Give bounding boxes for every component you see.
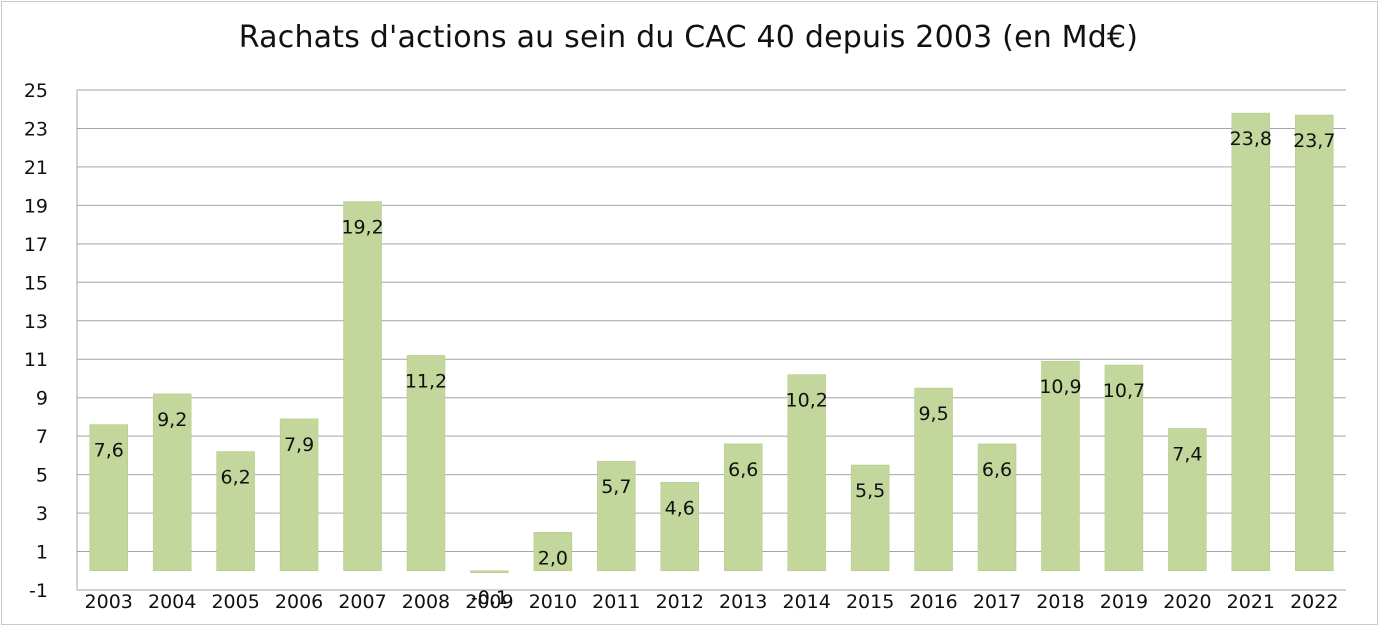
x-tick-label: 2003 <box>85 591 133 613</box>
x-tick-label: 2016 <box>909 591 957 613</box>
x-tick-label: 2018 <box>1036 591 1084 613</box>
y-tick-label: 3 <box>36 503 48 525</box>
y-tick-label: 13 <box>24 311 48 333</box>
x-tick-label: 2008 <box>402 591 450 613</box>
x-tick-label: 2004 <box>148 591 196 613</box>
bar-2004 <box>152 393 192 572</box>
x-tick-label: 2009 <box>465 591 513 613</box>
bar-2007 <box>343 201 382 572</box>
y-tick-label: -1 <box>29 580 48 602</box>
bar-2009 <box>470 570 509 573</box>
bar-2003 <box>89 424 128 572</box>
x-tick-label: 2014 <box>782 591 830 613</box>
x-tick-label: 2005 <box>211 591 259 613</box>
data-label: 11,2 <box>405 370 447 392</box>
x-tick-label: 2006 <box>275 591 323 613</box>
bar-2015 <box>850 464 890 572</box>
bar-2013 <box>723 443 763 572</box>
y-tick-label: 21 <box>24 157 48 179</box>
x-tick-label: 2007 <box>338 591 386 613</box>
x-axis-tick-labels: 2003 2004 2005 2006 2007 2008 2009 2010 2011 2012… <box>85 591 1339 613</box>
data-label: 7,6 <box>94 440 124 462</box>
x-tick-label: 2021 <box>1227 591 1275 613</box>
y-tick-label: 11 <box>24 349 48 371</box>
bar-2022 <box>1295 114 1334 572</box>
data-label: 2,0 <box>538 547 568 569</box>
data-labels: 7,6 9,2 6,2 7,9 19,2 11,2 -0,1 2,0 5,7 4,6 6,6 10,2… <box>94 128 1336 609</box>
y-tick-label: 9 <box>36 388 48 410</box>
y-tick-label: 1 <box>36 542 48 564</box>
y-tick-label: 15 <box>24 272 48 294</box>
bar-2006 <box>279 418 319 572</box>
bar-2011 <box>597 460 636 572</box>
data-label: -0,1 <box>471 587 508 609</box>
x-tick-label: 2010 <box>529 591 577 613</box>
bar-2021 <box>1231 112 1271 572</box>
data-label: 10,7 <box>1103 380 1145 402</box>
data-label: 7,9 <box>284 434 314 456</box>
x-tick-label: 2019 <box>1100 591 1148 613</box>
x-tick-label: 2012 <box>656 591 704 613</box>
y-tick-label: 25 <box>24 80 48 102</box>
bar-2019 <box>1104 364 1144 572</box>
bar-2018 <box>1041 360 1080 572</box>
data-label: 23,8 <box>1230 128 1272 150</box>
data-label: 5,7 <box>601 476 631 498</box>
data-label: 9,2 <box>157 409 187 431</box>
y-tick-label: 7 <box>36 426 48 448</box>
y-axis-tick-labels: 25 23 21 19 17 15 13 11 9 7 5 3 1 -1 <box>24 80 48 602</box>
y-tick-label: 17 <box>24 234 48 256</box>
bars <box>89 112 1334 573</box>
bar-2014 <box>787 374 826 572</box>
y-tick-label: 5 <box>36 465 48 487</box>
data-label: 6,2 <box>221 467 251 489</box>
x-tick-label: 2022 <box>1290 591 1338 613</box>
x-tick-label: 2017 <box>973 591 1021 613</box>
chart-title: Rachats d'actions au sein du CAC 40 depu… <box>238 20 1139 55</box>
gridlines <box>76 89 1346 591</box>
y-tick-label: 23 <box>24 118 48 140</box>
x-tick-label: 2020 <box>1163 591 1211 613</box>
bar-2012 <box>660 482 700 572</box>
data-label: 5,5 <box>855 480 885 502</box>
bar-2016 <box>914 387 953 572</box>
data-label: 19,2 <box>341 217 383 239</box>
bar-2008 <box>406 355 446 572</box>
data-label: 23,7 <box>1293 130 1335 152</box>
data-label: 7,4 <box>1172 443 1202 465</box>
bar-2017 <box>977 443 1017 572</box>
data-label: 10,2 <box>786 390 828 412</box>
bar-2005 <box>216 451 255 572</box>
y-tick-label: 19 <box>24 195 48 217</box>
data-label: 6,6 <box>982 459 1012 481</box>
x-tick-label: 2011 <box>592 591 640 613</box>
bar-2020 <box>1168 428 1207 572</box>
data-label: 9,5 <box>918 403 948 425</box>
data-label: 4,6 <box>665 497 695 519</box>
x-tick-label: 2013 <box>719 591 767 613</box>
data-label: 10,9 <box>1039 376 1081 398</box>
data-label: 6,6 <box>728 459 758 481</box>
x-tick-label: 2015 <box>846 591 894 613</box>
bar-2010 <box>533 532 573 572</box>
